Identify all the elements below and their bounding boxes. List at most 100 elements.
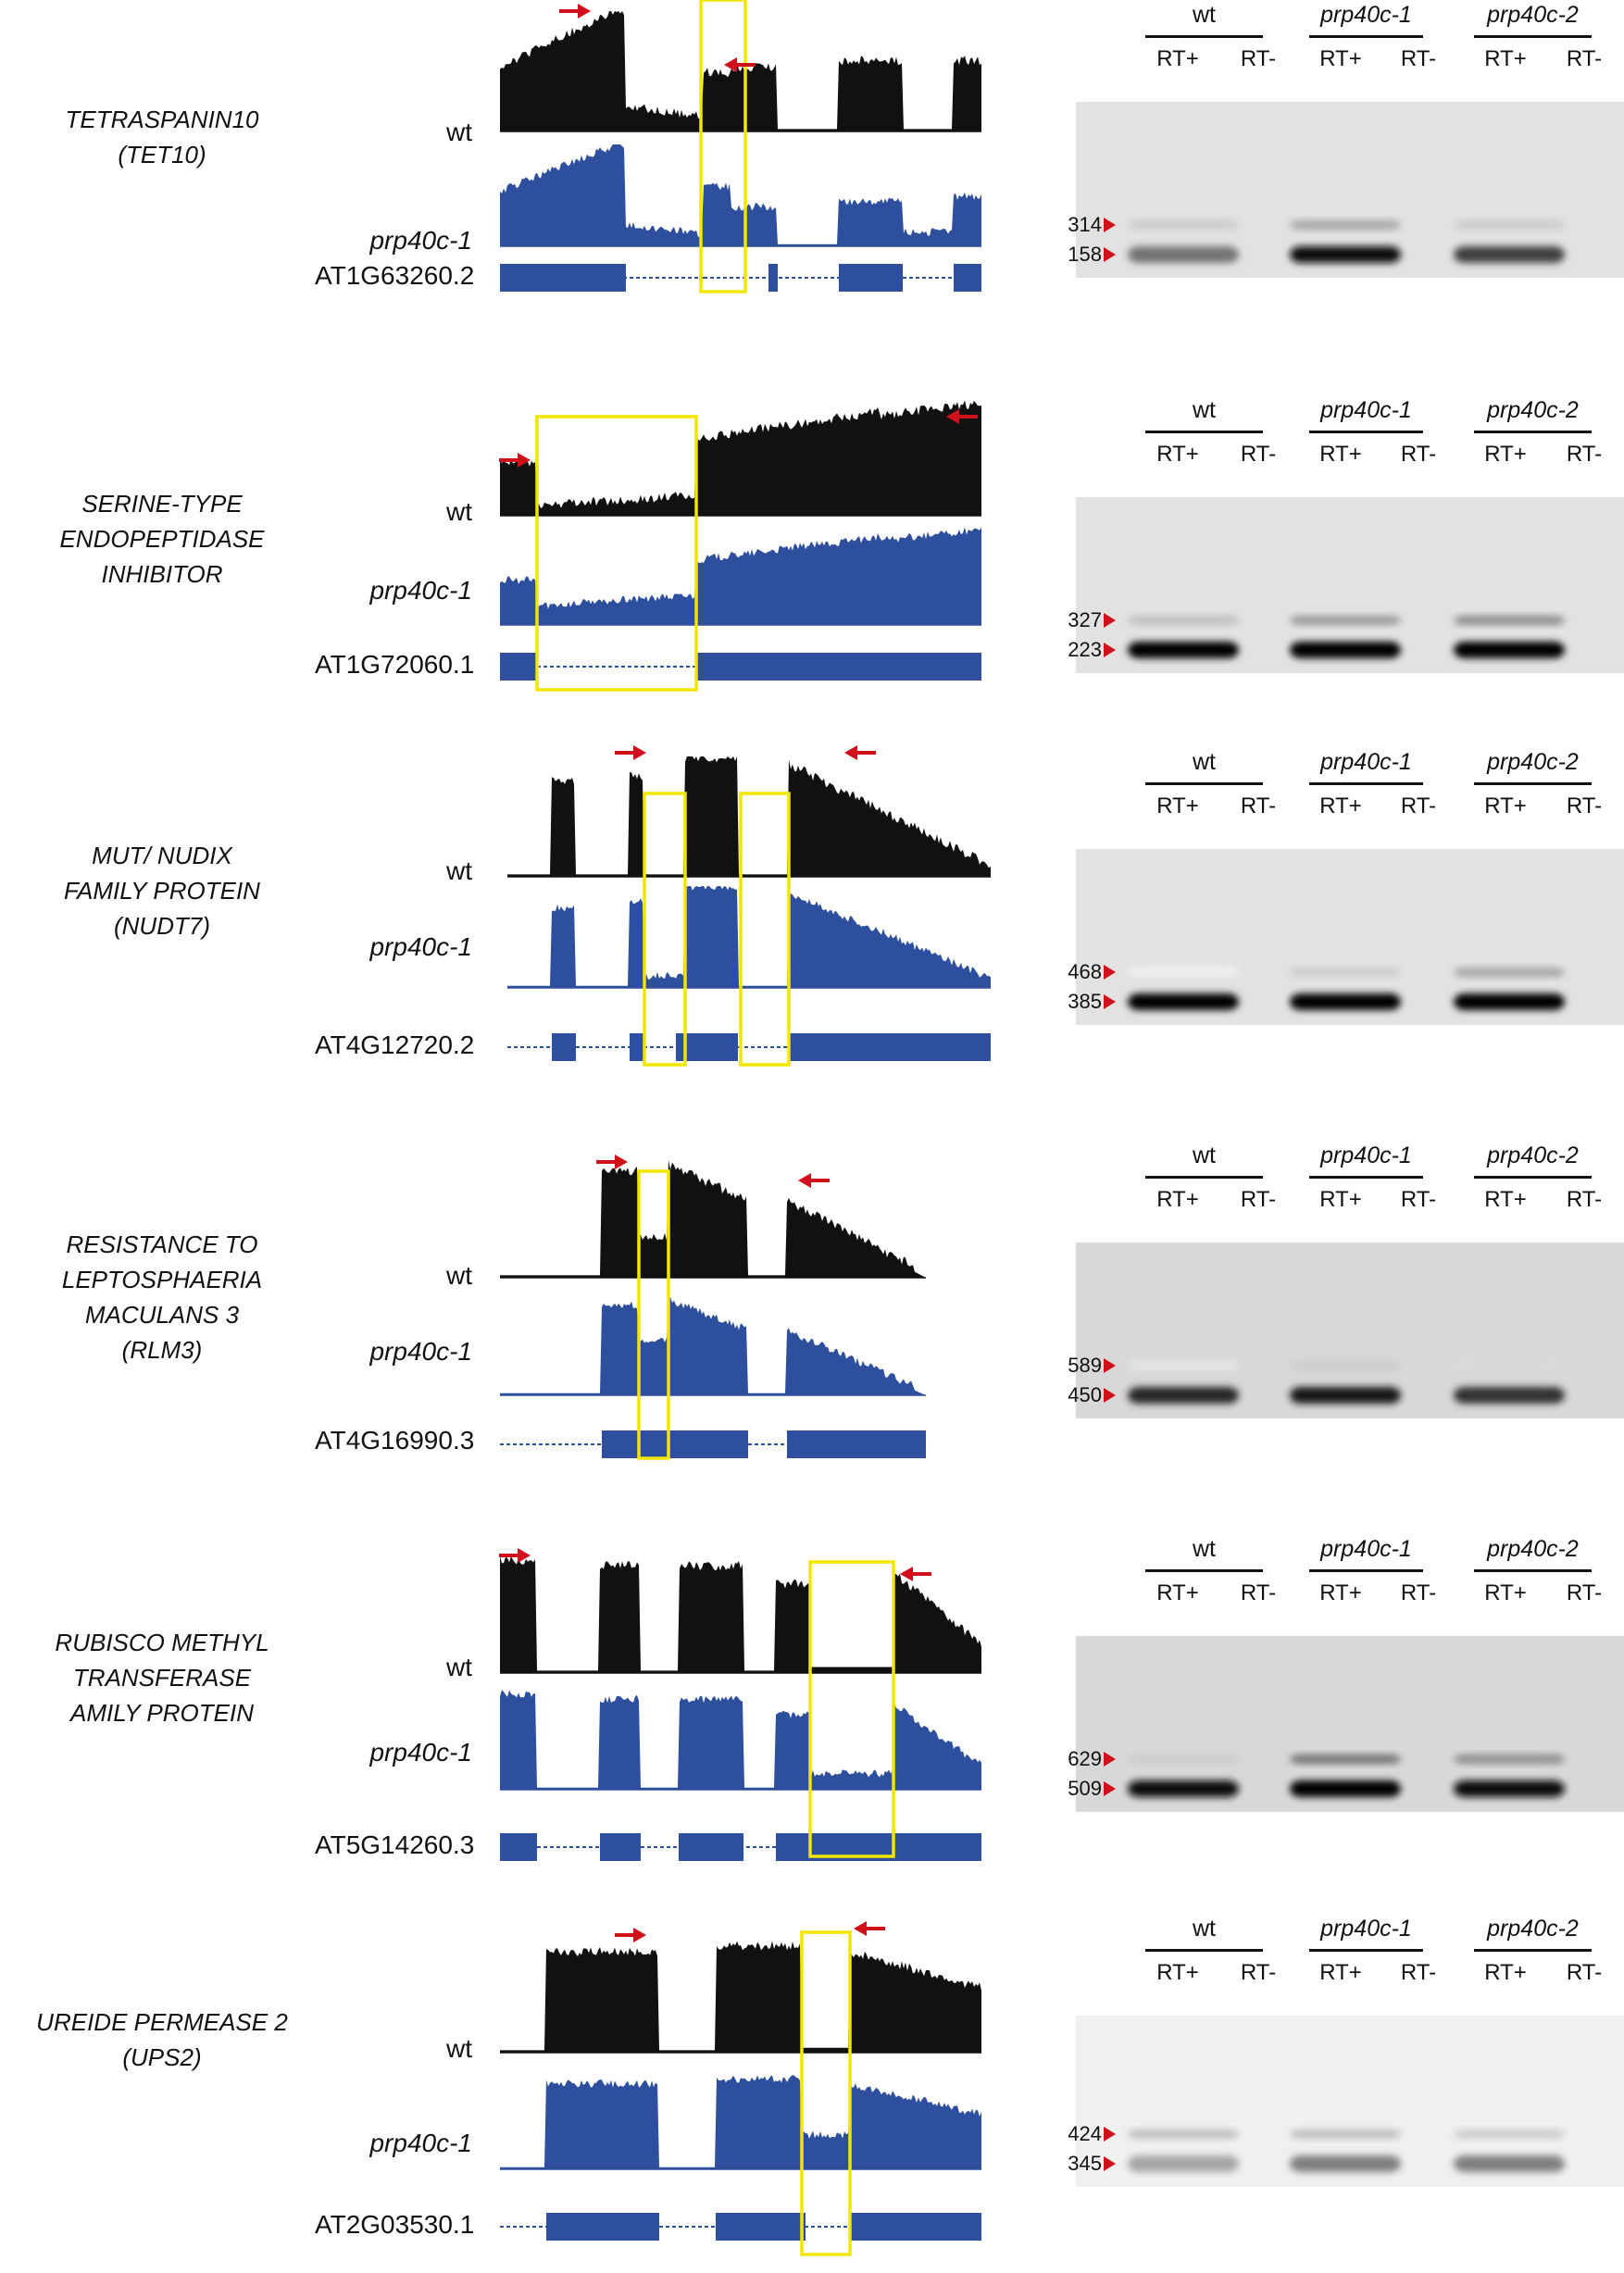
- gel-band-upper: [1290, 968, 1401, 977]
- gel-header-rule: [1474, 1569, 1592, 1572]
- gel-band-upper: [1128, 616, 1239, 625]
- gel-header-wt: wt: [1193, 1536, 1216, 1562]
- mutant-coverage-track: [500, 144, 981, 246]
- arrow-head: [633, 1928, 646, 1942]
- transcript-id: AT2G03530.1: [315, 2210, 475, 2239]
- lane-label: RT+: [1484, 46, 1527, 71]
- band-size-label: 629: [1068, 1747, 1102, 1770]
- gel-band-lower: [1454, 1387, 1565, 1404]
- transcript-id: AT4G12720.2: [315, 1030, 475, 1059]
- arrow-head: [518, 1548, 531, 1563]
- gel-band-upper: [1128, 1755, 1239, 1764]
- wt-coverage-track: [500, 11, 981, 131]
- coverage-tracks: [507, 745, 991, 1067]
- lane-label: RT-: [1400, 1187, 1437, 1212]
- gel-band-lower: [1128, 642, 1239, 658]
- wt-coverage-track: [507, 756, 991, 877]
- lane-label: RT+: [1484, 793, 1527, 818]
- gene-name-line: UREIDE PERMEASE 2: [36, 2008, 288, 2036]
- gel-header-rule: [1309, 1949, 1423, 1952]
- lane-label: RT+: [1319, 1580, 1362, 1605]
- gel-header-rule: [1309, 35, 1423, 38]
- gene-name-line: FAMILY PROTEIN: [64, 877, 260, 905]
- gel-band-upper: [1290, 616, 1401, 625]
- mutant-label: prp40c-1: [369, 226, 472, 255]
- gel-header-wt: wt: [1193, 2, 1216, 28]
- band-size-label: 158: [1068, 243, 1102, 266]
- gel-band-lower: [1290, 1780, 1401, 1797]
- gel-band-upper: [1454, 1755, 1565, 1764]
- gel-band-lower: [1454, 246, 1565, 263]
- lane-label: RT+: [1156, 1960, 1199, 1985]
- gel-band-lower: [1128, 1387, 1239, 1404]
- gel-band-upper: [1128, 968, 1239, 977]
- forward-primer-arrow: [559, 4, 591, 19]
- lane-label: RT-: [1240, 46, 1277, 71]
- gel-header-rule: [1309, 1176, 1423, 1179]
- panel-6: UREIDE PERMEASE 2 (UPS2) wt prp40c-1 AT2G035…: [0, 1903, 1624, 2256]
- rt-pcr-gel: wt prp40c-1 prp40c-2 RT+ RT- RT+ RT- RT+ RT- 314 1…: [1057, 0, 1624, 343]
- gel-header-rule: [1474, 1176, 1592, 1179]
- gel-band-lower: [1454, 1780, 1565, 1797]
- exon-block: [602, 1430, 667, 1458]
- gel-header-mutant: prp40c-2: [1487, 1143, 1579, 1168]
- coverage-tracks: [499, 1548, 981, 1861]
- forward-primer-arrow: [499, 1548, 531, 1563]
- band-marker-arrow-icon: [1104, 2156, 1116, 2171]
- wt-label: wt: [446, 497, 472, 526]
- gene-name-line: TRANSFERASE: [72, 1664, 252, 1692]
- band-marker-arrow-icon: [1104, 1752, 1116, 1767]
- gel-image: [1076, 2016, 1624, 2187]
- exon-block: [679, 1833, 743, 1861]
- gel-band-upper: [1128, 2129, 1239, 2139]
- gel-band-upper: [1454, 616, 1565, 625]
- lane-label: RT+: [1319, 793, 1362, 818]
- exon-block: [850, 2213, 981, 2241]
- gel-image: [1076, 849, 1624, 1025]
- gene-name-line: INHIBITOR: [101, 560, 223, 588]
- band-size-label: 450: [1068, 1383, 1102, 1406]
- band-marker-arrow-icon: [1104, 613, 1116, 628]
- gel-band-upper: [1454, 1361, 1565, 1370]
- retained-intron-highlight-box: [535, 415, 698, 692]
- gene-name-line: LEPTOSPHAERIA: [61, 1266, 263, 1293]
- gel-image: [1076, 102, 1624, 278]
- coverage-tracks: [500, 0, 981, 293]
- mutant-label: prp40c-1: [369, 2129, 472, 2157]
- reverse-primer-arrow: [900, 1567, 931, 1581]
- band-size-label: 314: [1068, 213, 1102, 236]
- lane-label: RT-: [1240, 442, 1277, 467]
- gene-name: UREIDE PERMEASE 2 (UPS2): [9, 2004, 315, 2075]
- gel-header-mutant: prp40c-2: [1487, 397, 1579, 423]
- gel-header-mutant: prp40c-1: [1320, 1536, 1412, 1562]
- gel-image: [1076, 1636, 1624, 1812]
- gel-band-lower: [1290, 1387, 1401, 1404]
- forward-primer-arrow: [615, 745, 646, 760]
- reverse-primer-arrow: [854, 1921, 885, 1936]
- arrow-head: [578, 4, 591, 19]
- band-marker-arrow-icon: [1104, 218, 1116, 232]
- forward-primer-arrow: [615, 1928, 646, 1942]
- lane-label: RT-: [1400, 793, 1437, 818]
- rt-pcr-gel: wt prp40c-1 prp40c-2 RT+ RT- RT+ RT- RT+ RT- 424 3…: [1057, 1903, 1624, 2245]
- wt-label: wt: [446, 2034, 472, 2063]
- gel-band-lower: [1290, 246, 1401, 263]
- panel-3: MUT/ NUDIX FAMILY PROTEIN (NUDT7) wt prp40c-…: [0, 736, 1624, 1079]
- gene-name-line: RESISTANCE TO: [66, 1230, 258, 1258]
- band-size-label: 509: [1068, 1777, 1102, 1800]
- gel-header-rule: [1145, 35, 1263, 38]
- lane-label: RT+: [1156, 442, 1199, 467]
- lane-label: RT-: [1400, 442, 1437, 467]
- panel-4: RESISTANCE TO LEPTOSPHAERIA MACULANS 3 (RLM…: [0, 1130, 1624, 1472]
- band-marker-arrow-icon: [1104, 1388, 1116, 1403]
- gel-header-rule: [1145, 1949, 1263, 1952]
- lane-label: RT-: [1240, 793, 1277, 818]
- retained-intron-highlight-box: [643, 792, 687, 1067]
- gel-header-mutant: prp40c-2: [1487, 749, 1579, 775]
- gel-band-upper: [1128, 1361, 1239, 1370]
- band-marker-arrow-icon: [1104, 994, 1116, 1009]
- exon-block: [954, 264, 981, 292]
- transcript-id: AT5G14260.3: [315, 1830, 475, 1859]
- mutant-coverage-track: [500, 527, 981, 625]
- gel-band-upper: [1454, 2129, 1565, 2139]
